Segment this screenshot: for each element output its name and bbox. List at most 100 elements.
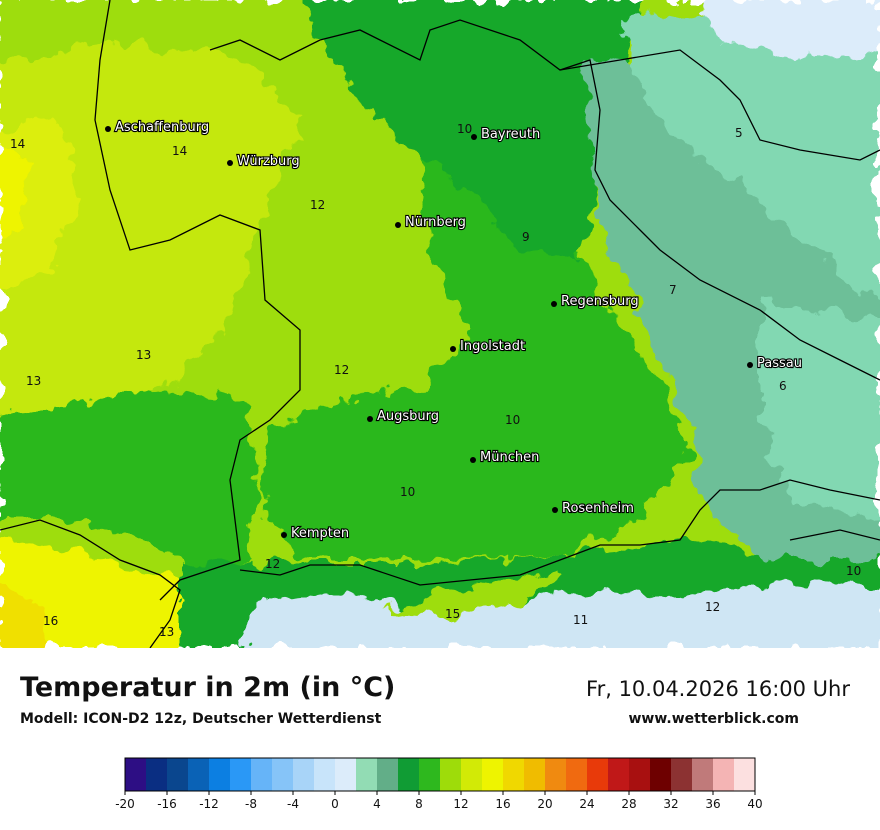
legend-tick-label: 36: [705, 797, 720, 811]
legend-swatch: [419, 758, 441, 791]
isoline-label: 13: [159, 625, 174, 639]
legend-swatch: [230, 758, 252, 791]
isoline-label: 12: [705, 600, 720, 614]
legend-tick-label: 16: [495, 797, 510, 811]
isoline-label: 12: [310, 198, 325, 212]
isoline-label: 13: [136, 348, 151, 362]
field-west-16: [0, 150, 30, 240]
city-label: Regensburg: [561, 294, 639, 309]
legend-tick-label: 32: [663, 797, 678, 811]
city-passau: Passau: [747, 355, 803, 372]
city-label: Rosenheim: [562, 501, 634, 516]
legend-tick-label: 0: [331, 797, 339, 811]
city-muenchen: München: [470, 449, 540, 466]
isoline-label: 9: [522, 230, 530, 244]
legend-swatch: [146, 758, 168, 791]
isoline-label: 14: [172, 144, 187, 158]
state-border-bavaria: [209, 19, 880, 381]
city-augsburg: Augsburg: [367, 408, 440, 425]
legend-tick-label: 4: [373, 797, 381, 811]
model-subtitle: Modell: ICON-D2 12z, Deutscher Wetterdie…: [20, 711, 382, 727]
legend-swatch: [125, 758, 147, 791]
legend-swatch: [503, 758, 525, 791]
color-legend: -20 -16 -12 -8 -4 0 4 8 12 16 20 24 28 32 36 40: [115, 757, 763, 811]
border-lake-constance: [0, 519, 181, 648]
legend-swatch: [734, 758, 756, 791]
city-label: Passau: [757, 356, 802, 371]
isoline-label: 12: [265, 557, 280, 571]
legend-swatch: [650, 758, 672, 791]
legend-swatch: [587, 758, 609, 791]
legend-swatch: [545, 758, 567, 791]
isoline-label: 15: [445, 607, 460, 621]
city-label: Nürnberg: [405, 215, 466, 230]
legend-swatch: [209, 758, 231, 791]
city-label: Bayreuth: [481, 127, 540, 142]
legend-tick-label: -16: [157, 797, 177, 811]
field-center-10: [260, 140, 690, 560]
legend-swatch: [314, 758, 336, 791]
city-label: München: [480, 450, 539, 465]
city-aschaffenburg: Aschaffenburg: [105, 119, 210, 136]
field-ne-white: [700, 0, 880, 60]
city-label: Kempten: [291, 526, 349, 541]
legend-swatch: [293, 758, 315, 791]
field-east-5: [620, 0, 880, 300]
border-austria: [239, 479, 880, 586]
city-kempten: Kempten: [281, 525, 350, 542]
isoline-label: 13: [26, 374, 41, 388]
temperature-field: [0, 0, 880, 648]
isoline-label: 10: [846, 564, 861, 578]
legend-swatch: [566, 758, 588, 791]
field-sw-16: [0, 540, 190, 648]
legend-swatch: [335, 758, 357, 791]
field-alps-snow: [240, 580, 880, 648]
legend-frame: [124, 757, 756, 792]
forecast-datetime: Fr, 10.04.2026 16:00 Uhr: [586, 677, 850, 701]
isoline-label: 12: [334, 363, 349, 377]
legend-swatch: [713, 758, 735, 791]
city-label: Augsburg: [377, 409, 439, 424]
city-bayreuth: Bayreuth: [471, 126, 541, 143]
legend-swatch: [629, 758, 651, 791]
isoline-label: 5: [735, 126, 743, 140]
legend-swatch: [398, 758, 420, 791]
isoline-label: 7: [669, 283, 677, 297]
isoline-label: 10: [505, 413, 520, 427]
temperature-map: 14 14 10 5 12 9 7 13 13 12 6 10 10 12 15…: [0, 0, 880, 648]
legend-swatch: [692, 758, 714, 791]
website-link[interactable]: www.wetterblick.com: [628, 711, 800, 727]
legend-tick-label: -12: [199, 797, 219, 811]
legend-swatch: [272, 758, 294, 791]
legend-tick-label: 20: [537, 797, 552, 811]
legend-tick-label: 12: [453, 797, 468, 811]
legend-tick-label: -8: [245, 797, 257, 811]
isoline-label: 6: [779, 379, 787, 393]
legend-ticks: -20 -16 -12 -8 -4 0 4 8 12 16 20 24 28 32 36 40: [115, 791, 763, 811]
legend-swatch: [377, 758, 399, 791]
legend-swatch: [461, 758, 483, 791]
city-regensburg: Regensburg: [551, 293, 640, 310]
legend-swatch: [671, 758, 693, 791]
city-ingolstadt: Ingolstadt: [450, 338, 526, 355]
region-borders: [0, 0, 880, 648]
page-title: Temperatur in 2m (in °C): [20, 672, 396, 703]
border-tyrol: [789, 529, 880, 541]
isotherm-labels: 14 14 10 5 12 9 7 13 13 12 6 10 10 12 15…: [10, 122, 861, 639]
isoline-label: 10: [457, 122, 472, 136]
field-west-13: [0, 40, 300, 430]
isoline-label: 11: [573, 613, 588, 627]
field-sw-18: [0, 590, 50, 648]
city-nuernberg: Nürnberg: [395, 214, 467, 231]
field-alps-valley: [380, 568, 565, 616]
legend-swatch: [167, 758, 189, 791]
city-label: Aschaffenburg: [115, 120, 209, 135]
legend-tick-label: 40: [747, 797, 762, 811]
field-north-9: [300, 0, 640, 260]
legend-swatches: [125, 758, 756, 791]
city-markers: Aschaffenburg Würzburg Bayreuth Nürnberg…: [105, 119, 803, 542]
legend-tick-label: -20: [115, 797, 135, 811]
isoline-label: 10: [400, 485, 415, 499]
city-wuerzburg: Würzburg: [227, 153, 301, 170]
legend-swatch: [524, 758, 546, 791]
